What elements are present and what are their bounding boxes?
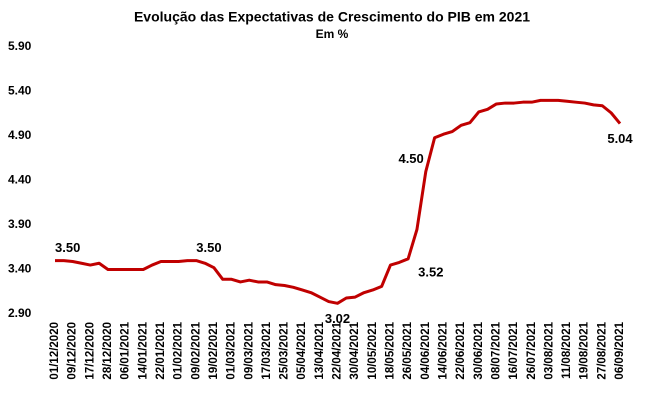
y-tick-label: 4.40 — [8, 173, 32, 187]
x-tick-label: 06/01/2021 — [120, 321, 132, 379]
x-tick-label: 11/08/2021 — [561, 321, 573, 379]
x-tick-label: 22/01/2021 — [155, 321, 167, 379]
x-tick-label: 04/06/2021 — [420, 321, 432, 379]
y-tick-label: 3.90 — [8, 217, 32, 231]
x-tick-label: 28/12/2020 — [102, 322, 114, 380]
data-label: 3.50 — [55, 240, 80, 255]
x-tick-label: 26/07/2021 — [526, 321, 538, 379]
x-tick-label: 27/08/2021 — [596, 321, 608, 379]
data-label: 3.02 — [325, 311, 350, 326]
y-tick-label: 5.90 — [8, 39, 32, 53]
x-tick-label: 03/08/2021 — [543, 321, 555, 379]
chart-subtitle: Em % — [316, 27, 349, 41]
x-tick-label: 14/06/2021 — [437, 321, 449, 379]
x-tick-label: 14/01/2021 — [137, 321, 149, 379]
data-label: 3.52 — [418, 264, 443, 279]
x-tick-label: 30/06/2021 — [473, 321, 485, 379]
data-label: 4.50 — [398, 151, 423, 166]
x-tick-label: 10/05/2021 — [367, 321, 379, 379]
y-tick-label: 4.90 — [8, 128, 32, 142]
x-tick-label: 18/05/2021 — [385, 321, 397, 379]
y-tick-label: 3.40 — [8, 262, 32, 276]
x-tick-label: 19/02/2021 — [208, 321, 220, 379]
x-tick-label: 22/04/2021 — [332, 321, 344, 379]
x-tick-label: 09/03/2021 — [243, 321, 255, 379]
x-tick-label: 25/03/2021 — [279, 321, 291, 379]
y-tick-label: 5.40 — [8, 84, 32, 98]
x-tick-label: 09/12/2020 — [67, 322, 79, 380]
x-tick-label: 09/02/2021 — [190, 321, 202, 379]
x-tick-label: 19/08/2021 — [579, 321, 591, 379]
line — [55, 98, 622, 305]
x-tick-label: 06/09/2021 — [614, 321, 626, 379]
x-tick-label: 01/03/2021 — [226, 321, 238, 379]
x-tick-label: 01/02/2021 — [173, 321, 185, 379]
x-tick-label: 26/05/2021 — [402, 321, 414, 379]
x-tick-label: 17/03/2021 — [261, 321, 273, 379]
x-tick-label: 13/04/2021 — [314, 321, 326, 379]
x-tick-label: 17/12/2020 — [84, 322, 96, 380]
x-tick-label: 22/06/2021 — [455, 321, 467, 379]
data-label: 3.50 — [196, 240, 221, 255]
x-tick-label: 01/12/2020 — [49, 322, 61, 380]
x-tick-label: 16/07/2021 — [508, 321, 520, 379]
x-tick-label: 30/04/2021 — [349, 321, 361, 379]
chart-title: Evolução das Expectativas de Crescimento… — [134, 9, 530, 25]
data-label: 5.04 — [607, 131, 633, 146]
x-tick-label: 08/07/2021 — [490, 321, 502, 379]
x-tick-label: 05/04/2021 — [296, 321, 308, 379]
y-tick-label: 2.90 — [8, 306, 32, 320]
